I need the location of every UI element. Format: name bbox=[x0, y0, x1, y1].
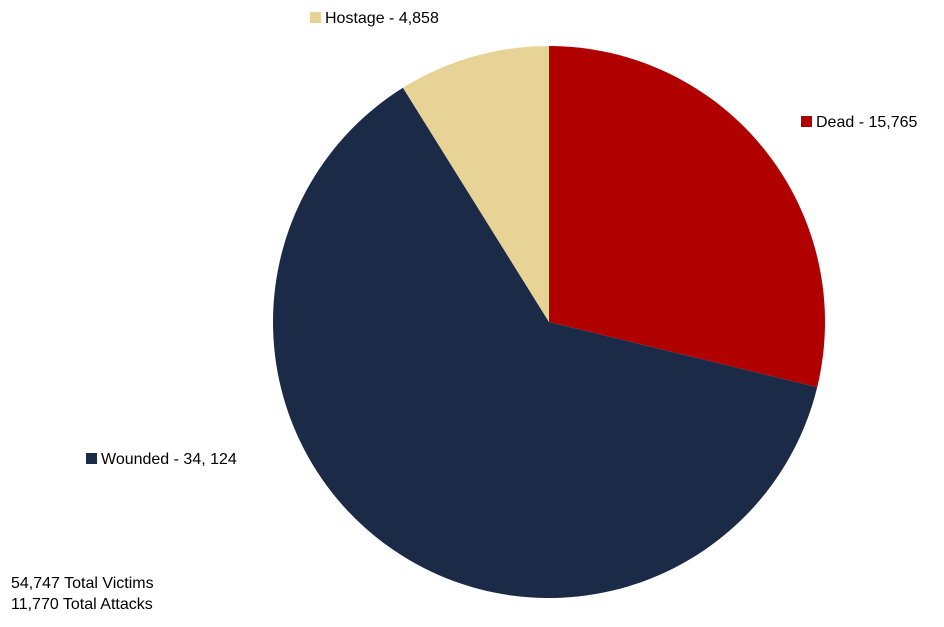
legend-swatch-hostage bbox=[310, 12, 321, 23]
totals-block: 54,747 Total Victims 11,770 Total Attack… bbox=[11, 573, 154, 615]
legend-swatch-wounded bbox=[86, 453, 97, 464]
label-dead: Dead - 15,765 bbox=[816, 114, 918, 131]
slice-hostage bbox=[402, 45, 549, 322]
slice-dead bbox=[549, 46, 825, 388]
total-victims: 54,747 Total Victims bbox=[11, 575, 154, 592]
label-wounded: Wounded - 34, 124 bbox=[101, 451, 237, 468]
total-attacks: 11,770 Total Attacks bbox=[11, 596, 153, 613]
slice-wounded bbox=[273, 87, 818, 598]
slice-labels: Hostage - 4,858 Dead - 15,765 Wounded - … bbox=[86, 10, 918, 468]
label-hostage: Hostage - 4,858 bbox=[325, 10, 439, 27]
legend-swatch-dead bbox=[801, 116, 812, 127]
pie-slices bbox=[273, 45, 825, 598]
